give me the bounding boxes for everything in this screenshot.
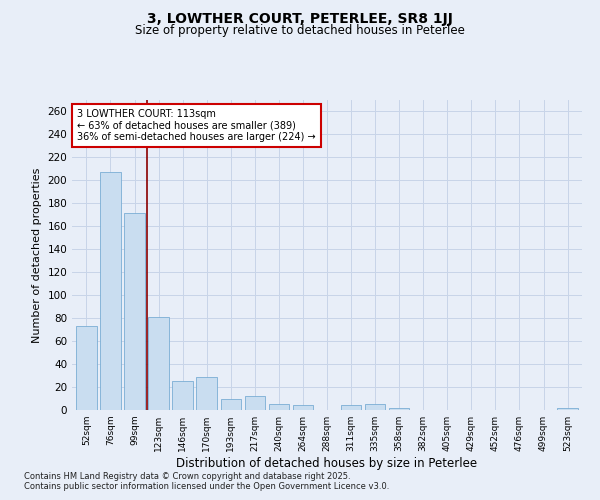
Bar <box>196 376 217 410</box>
Bar <box>76 326 97 410</box>
Bar <box>389 408 409 410</box>
Text: 3, LOWTHER COURT, PETERLEE, SR8 1JJ: 3, LOWTHER COURT, PETERLEE, SR8 1JJ <box>147 12 453 26</box>
Bar <box>172 382 193 410</box>
Bar <box>341 406 361 410</box>
Y-axis label: Number of detached properties: Number of detached properties <box>32 168 42 342</box>
Bar <box>365 404 385 410</box>
Text: Contains HM Land Registry data © Crown copyright and database right 2025.: Contains HM Land Registry data © Crown c… <box>24 472 350 481</box>
X-axis label: Distribution of detached houses by size in Peterlee: Distribution of detached houses by size … <box>176 457 478 470</box>
Text: 3 LOWTHER COURT: 113sqm
← 63% of detached houses are smaller (389)
36% of semi-d: 3 LOWTHER COURT: 113sqm ← 63% of detache… <box>77 110 316 142</box>
Bar <box>293 406 313 410</box>
Bar <box>221 398 241 410</box>
Bar <box>557 408 578 410</box>
Text: Contains public sector information licensed under the Open Government Licence v3: Contains public sector information licen… <box>24 482 389 491</box>
Bar <box>245 396 265 410</box>
Bar <box>269 404 289 410</box>
Bar <box>148 317 169 410</box>
Bar <box>124 212 145 410</box>
Bar <box>100 172 121 410</box>
Text: Size of property relative to detached houses in Peterlee: Size of property relative to detached ho… <box>135 24 465 37</box>
